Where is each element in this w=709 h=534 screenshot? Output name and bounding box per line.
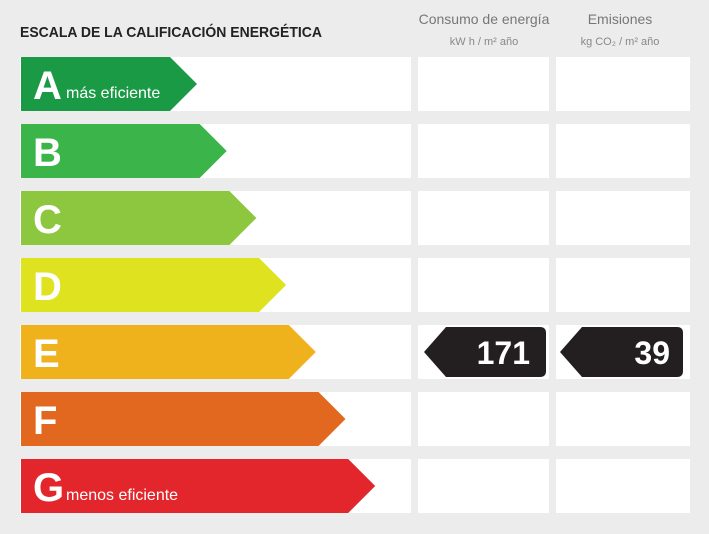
rating-marker (560, 327, 683, 377)
title: ESCALA DE LA CALIFICACIÓN ENERGÉTICA (20, 23, 322, 41)
rating-letter: D (33, 265, 62, 309)
rating-arrow (21, 325, 316, 379)
rating-letter: F (33, 399, 57, 443)
value-box (556, 392, 690, 446)
rating-label: más eficiente (66, 85, 160, 102)
rating-letter: G (33, 466, 64, 510)
rating-arrow (21, 191, 257, 245)
rating-arrow (21, 258, 287, 312)
consumo-value: 171 (477, 335, 530, 371)
value-box (556, 258, 690, 312)
value-box (556, 459, 690, 513)
rating-letter: B (33, 131, 62, 175)
rating-letter: E (33, 332, 60, 376)
rating-letter: A (33, 64, 62, 108)
rating-letter: C (33, 198, 62, 242)
rating-arrow (21, 459, 376, 513)
column-title: Emisiones (588, 11, 653, 27)
emisiones-value: 39 (634, 335, 670, 371)
rating-arrow (21, 392, 346, 446)
value-box (418, 392, 549, 446)
value-box (556, 124, 690, 178)
rating-marker (424, 327, 546, 377)
value-box (556, 57, 690, 111)
rating-label: menos eficiente (66, 487, 178, 504)
column-title: Consumo de energía (419, 11, 550, 27)
value-box (418, 459, 549, 513)
value-box (418, 57, 549, 111)
column-unit: kW h / m² año (450, 36, 518, 48)
value-box (556, 191, 690, 245)
rating-arrow (21, 57, 197, 111)
value-box (418, 258, 549, 312)
value-box (418, 191, 549, 245)
rating-arrow (21, 124, 227, 178)
column-unit: kg CO₂ / m² año (581, 36, 660, 48)
value-box (418, 124, 549, 178)
